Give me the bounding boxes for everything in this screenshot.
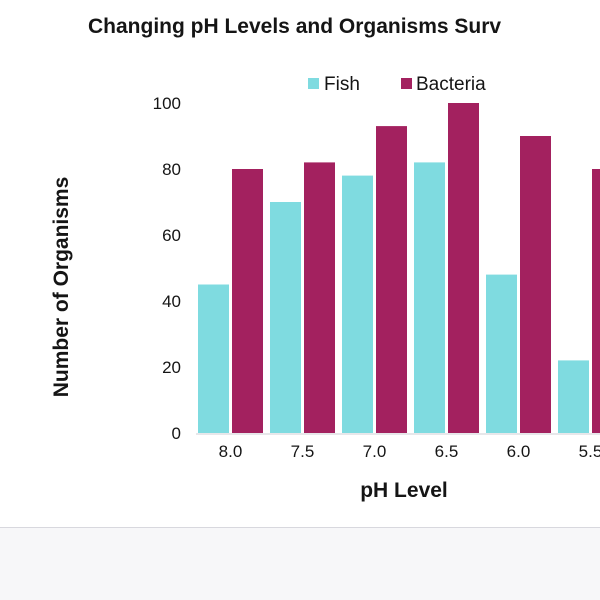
legend: Fish Bacteria — [308, 74, 486, 95]
bar-fish-6.0 — [486, 274, 517, 433]
x-tick-label: 7.0 — [363, 442, 387, 461]
bar-fish-7.5 — [270, 202, 301, 433]
bar-bacteria-7.0 — [376, 126, 407, 433]
y-tick-label: 80 — [162, 160, 181, 179]
x-tick-label: 6.5 — [435, 442, 459, 461]
x-tick-label: 6.0 — [507, 442, 531, 461]
bar-chart: Changing pH Levels and Organisms Surv Fi… — [50, 15, 600, 502]
x-axis-title: pH Level — [360, 479, 448, 502]
legend-swatch-bacteria — [401, 78, 412, 89]
x-tick-label: 5.5 — [579, 442, 600, 461]
y-axis-title: Number of Organisms — [50, 177, 73, 398]
y-tick-label: 20 — [162, 358, 181, 377]
x-tick-label: 7.5 — [291, 442, 315, 461]
bars — [198, 103, 600, 433]
bar-bacteria-7.5 — [304, 162, 335, 433]
y-tick-label: 60 — [162, 226, 181, 245]
bar-fish-8.0 — [198, 284, 229, 433]
bar-bacteria-6.5 — [448, 103, 479, 433]
legend-label-fish: Fish — [324, 74, 360, 95]
x-tick-label: 8.0 — [219, 442, 243, 461]
page-background — [0, 528, 600, 600]
bar-bacteria-8.0 — [232, 169, 263, 433]
chart-title: Changing pH Levels and Organisms Surv — [88, 15, 501, 38]
bar-fish-6.5 — [414, 162, 445, 433]
bar-bacteria-5.5 — [592, 169, 600, 433]
y-axis-ticks: 0 20 40 60 80 100 — [153, 94, 181, 443]
y-tick-label: 0 — [172, 424, 181, 443]
legend-swatch-fish — [308, 78, 319, 89]
bar-fish-5.5 — [558, 360, 589, 433]
x-axis-ticks: 8.0 7.5 7.0 6.5 6.0 5.5 — [219, 442, 600, 461]
chart-card: Changing pH Levels and Organisms Surv Fi… — [0, 15, 600, 528]
y-tick-label: 40 — [162, 292, 181, 311]
bar-fish-7.0 — [342, 175, 373, 433]
y-tick-label: 100 — [153, 94, 181, 113]
legend-label-bacteria: Bacteria — [416, 74, 486, 95]
bar-bacteria-6.0 — [520, 136, 551, 433]
